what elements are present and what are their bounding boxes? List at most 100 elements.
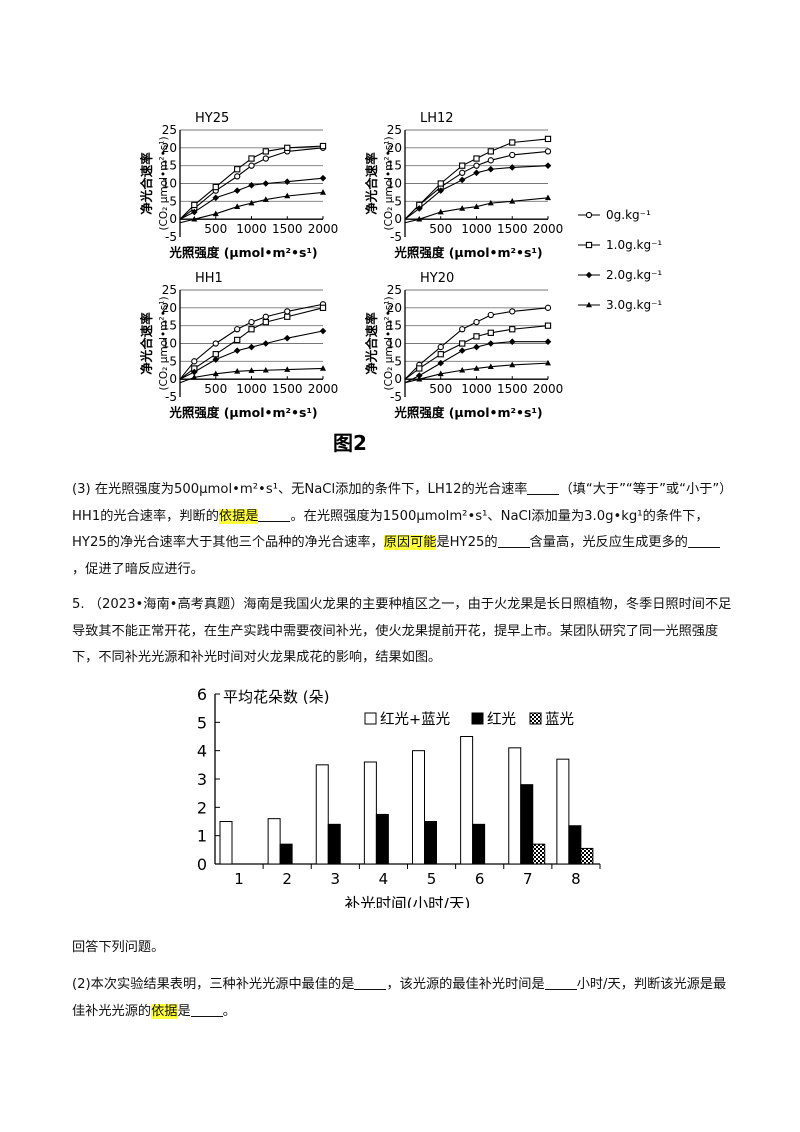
x-tick-label: 6 [475, 870, 485, 888]
x-tick-label: 500 [429, 222, 452, 236]
data-point [416, 215, 423, 222]
series-line [404, 307, 549, 380]
data-point [284, 192, 291, 199]
data-point [320, 365, 326, 371]
y-tick-label: 3 [197, 770, 207, 789]
answer-blank[interactable] [497, 533, 530, 548]
data-point [284, 308, 291, 315]
y-axis-label: 净光合速率 [139, 312, 154, 375]
data-point [262, 180, 270, 187]
chart-title: 平均花朵数 (朵) [223, 688, 329, 706]
series-line [404, 197, 549, 224]
answer-blank[interactable] [190, 1002, 223, 1017]
data-point [509, 151, 516, 159]
highlight: 原因可能 [383, 535, 437, 550]
legend-label: 3.0g.kg⁻¹ [606, 298, 662, 312]
data-point [212, 183, 219, 191]
series-line [179, 177, 324, 220]
data-point [586, 301, 592, 308]
series-4 [179, 365, 326, 384]
answer-blank[interactable] [354, 975, 387, 990]
y-tick-label: -5 [165, 230, 177, 244]
series-line [404, 325, 549, 380]
data-point [248, 155, 255, 162]
y-tick-label: 10 [387, 177, 402, 191]
data-point [459, 162, 466, 169]
x-tick-label: 1 [234, 870, 244, 888]
data-point [509, 139, 516, 146]
bar [279, 843, 293, 865]
data-point [234, 203, 241, 209]
y-tick-label: 0 [197, 855, 207, 874]
y-tick-label: 5 [169, 354, 177, 368]
series-line [179, 303, 324, 380]
answer-blank[interactable] [258, 507, 291, 522]
y-tick-label: -5 [165, 390, 177, 404]
legend-label: 红光 [487, 711, 516, 728]
x-tick-label: 1500 [497, 222, 528, 236]
series-3 [404, 162, 552, 220]
data-point [262, 313, 269, 320]
data-point [509, 326, 516, 333]
data-point [487, 165, 495, 173]
data-point [459, 169, 466, 176]
data-point [319, 142, 327, 150]
data-point [416, 365, 423, 372]
x-axis-label: 光照强度 (μmol•m²•s¹) [393, 405, 542, 420]
y-tick-label: -5 [390, 390, 402, 404]
data-point [509, 198, 516, 204]
data-point [212, 340, 219, 347]
answer-blank[interactable] [687, 533, 720, 548]
data-point [191, 201, 198, 209]
bar [556, 758, 570, 865]
data-point [212, 351, 219, 358]
series-2 [179, 142, 327, 220]
bar [472, 823, 486, 865]
data-point [459, 326, 466, 333]
series-line [179, 147, 324, 220]
x-tick-label: 2000 [533, 222, 564, 236]
data-point [487, 199, 494, 206]
data-point [487, 148, 494, 155]
data-point [234, 166, 241, 173]
data-point [458, 176, 466, 184]
data-point [284, 313, 291, 320]
data-point [508, 338, 516, 346]
data-point [234, 326, 241, 333]
data-point [508, 164, 516, 171]
y-tick-label: 20 [162, 141, 177, 155]
y-axis-label: 净光合速率 [364, 312, 379, 375]
data-point [284, 366, 291, 372]
data-point [248, 199, 255, 206]
data-point [437, 208, 444, 215]
data-point [544, 338, 552, 346]
data-point [248, 162, 255, 169]
data-point [585, 211, 593, 219]
x-axis-label: 光照强度 (μmol•m²•s¹) [393, 245, 542, 260]
series-1 [179, 301, 327, 380]
x-tick-label: 2000 [308, 222, 339, 236]
data-point [459, 340, 466, 347]
answer-blank[interactable] [544, 975, 577, 990]
answer-blank[interactable] [527, 480, 560, 495]
data-point [487, 340, 495, 347]
data-point [416, 375, 423, 382]
bar [412, 750, 425, 865]
y-axis-label: 净光合速率 [364, 152, 379, 215]
x-tick-label: 7 [523, 870, 533, 888]
data-point [473, 318, 480, 326]
x-tick-label: 1500 [272, 382, 303, 396]
y-tick-label: 5 [197, 713, 207, 732]
panel-title: HY25 [195, 111, 229, 126]
data-point [473, 155, 480, 162]
data-point [585, 241, 593, 249]
line-panel-hh1: HH1 25 20 15 10 5 0 -5 500 1000 1500 2000 光照强度 (μmol… [139, 271, 338, 420]
y-tick-label: 4 [197, 742, 207, 761]
data-point [191, 358, 198, 365]
y-tick-label: 5 [169, 194, 177, 208]
y-tick-label: 20 [387, 141, 402, 155]
x-axis-label: 光照强度 (μmol•m²•s¹) [168, 245, 317, 260]
legend-swatch [364, 712, 377, 725]
data-point [545, 359, 551, 366]
highlight: 依据 [151, 1003, 178, 1019]
